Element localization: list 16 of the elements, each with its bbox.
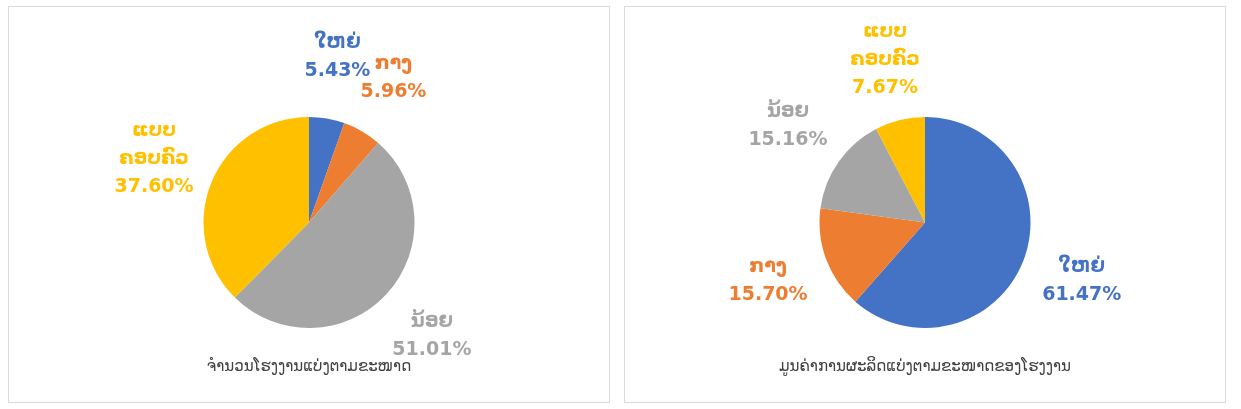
data-label: 37.60% [114, 173, 194, 196]
slice-label: ກາງ [374, 50, 413, 74]
data-label: 61.47% [1042, 282, 1122, 305]
slice-label: ນ້ອຍ [410, 309, 453, 332]
slice-label: ນ້ອຍ [766, 99, 810, 122]
data-label: 5.96% [360, 78, 427, 101]
data-label: 15.70% [728, 281, 808, 304]
data-label: 15.16% [748, 127, 828, 150]
data-label: 7.67% [852, 74, 918, 97]
slice-label: ໃຫຍ່ [1058, 254, 1105, 277]
slice-label: ແບບ ຄອບຄົວ [119, 117, 189, 168]
slice-label: ກາງ [749, 253, 787, 277]
slice-label: ໃຫຍ່ [314, 30, 361, 53]
data-label: 5.43% [304, 58, 371, 81]
slice-label: ແບບ ຄອບຄົວ [850, 18, 920, 69]
text: ມູນຄ່າການຜະລິດແບ່ງຕາມຂະໜາດຂອງໂຮງງານ [779, 355, 1071, 376]
